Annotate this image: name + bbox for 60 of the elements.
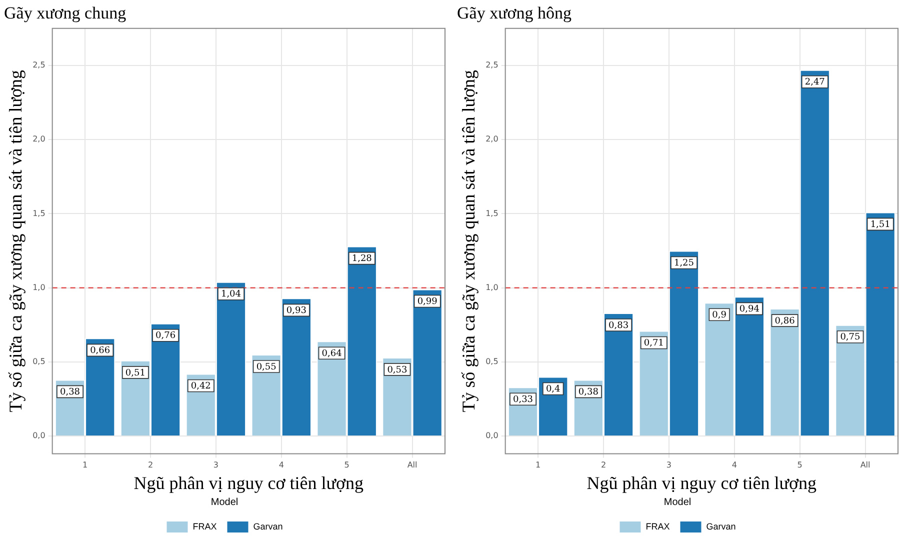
data-label: 0,83	[608, 320, 629, 331]
data-label: 0,64	[322, 348, 342, 359]
legend-label: Garvan	[706, 521, 736, 532]
data-label: 0,55	[256, 362, 277, 372]
x-tick-label: 4	[732, 460, 737, 470]
data-label: 0,76	[156, 331, 176, 342]
data-label: 0,53	[387, 365, 408, 376]
data-label: 0,66	[90, 346, 110, 356]
data-label: 0,38	[60, 388, 80, 398]
x-tick-label: 4	[278, 460, 284, 470]
x-tick-label: 1	[82, 460, 88, 470]
legend-label: Garvan	[253, 521, 283, 532]
y-tick-label: 0,0	[486, 431, 498, 440]
y-tick-label: 1,5	[486, 208, 498, 218]
data-label: 0,42	[190, 382, 211, 392]
y-tick-label: 2,0	[486, 134, 498, 144]
legend-label: FRAX	[192, 521, 217, 532]
chart-title: Gãy xương chung	[4, 4, 127, 23]
x-tick-label: All	[860, 460, 870, 470]
x-tick-label: 2	[600, 460, 606, 470]
data-label: 0,33	[512, 394, 534, 405]
legend-title: Model	[210, 496, 238, 508]
x-tick-label: 3	[213, 460, 218, 470]
legend-title: Model	[664, 496, 692, 508]
data-label: 0,38	[578, 388, 599, 398]
y-tick-label: 1,5	[32, 208, 46, 218]
x-tick-label: All	[407, 460, 418, 470]
x-axis-title: Ngũ phân vị nguy cơ tiên lượng	[134, 472, 364, 493]
y-tick-label: 0,0	[32, 431, 46, 440]
y-tick-label: 2,5	[486, 60, 498, 70]
data-label: 0,99	[417, 297, 438, 308]
data-label: 1,28	[352, 254, 372, 264]
y-tick-label: 1,0	[32, 282, 46, 292]
y-tick-label: 0,5	[32, 356, 46, 366]
data-label: 0,51	[125, 368, 146, 378]
y-tick-label: 1,0	[486, 282, 498, 292]
data-label: 1,51	[870, 220, 890, 230]
y-tick-label: 2,0	[32, 134, 46, 144]
y-tick-label: 0,5	[486, 356, 498, 366]
data-label: 2,47	[804, 78, 826, 88]
data-label: 0,4	[546, 384, 561, 395]
data-label: 0,75	[840, 332, 861, 343]
x-tick-label: 5	[344, 460, 350, 470]
x-tick-label: 5	[797, 460, 802, 470]
data-label: 0,93	[286, 306, 307, 316]
x-tick-label: 3	[666, 460, 672, 470]
data-label: 1,04	[220, 290, 242, 300]
y-tick-label: 2,5	[32, 60, 46, 70]
data-label: 0,86	[774, 316, 796, 326]
chart-title: Gãy xương hông	[457, 4, 572, 23]
data-label: 0,94	[739, 304, 760, 315]
y-axis-title: Tỷ số giữa ca gãy xương quan sát và tiên lượng	[6, 70, 26, 412]
data-label: 0,9	[712, 310, 727, 320]
legend-label: FRAX	[646, 521, 670, 532]
x-axis-title: Ngũ phân vị nguy cơ tiên lượng	[586, 472, 817, 493]
y-axis-title: Tỷ số giữa ca gãy xương quan sát và tiên lượng	[458, 70, 479, 412]
x-tick-label: 2	[148, 460, 154, 470]
x-tick-label: 1	[536, 460, 541, 470]
data-label: 0,71	[644, 338, 664, 349]
data-label: 1,25	[674, 258, 694, 269]
